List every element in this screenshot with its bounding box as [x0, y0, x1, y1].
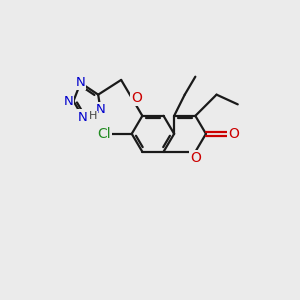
Text: N: N — [96, 103, 105, 116]
Text: O: O — [228, 127, 239, 141]
Text: N: N — [76, 76, 85, 89]
Text: H: H — [89, 111, 98, 122]
Text: O: O — [190, 151, 201, 165]
Text: O: O — [132, 91, 142, 105]
Text: N: N — [78, 110, 88, 124]
Text: Cl: Cl — [97, 127, 111, 141]
Text: N: N — [63, 94, 73, 108]
